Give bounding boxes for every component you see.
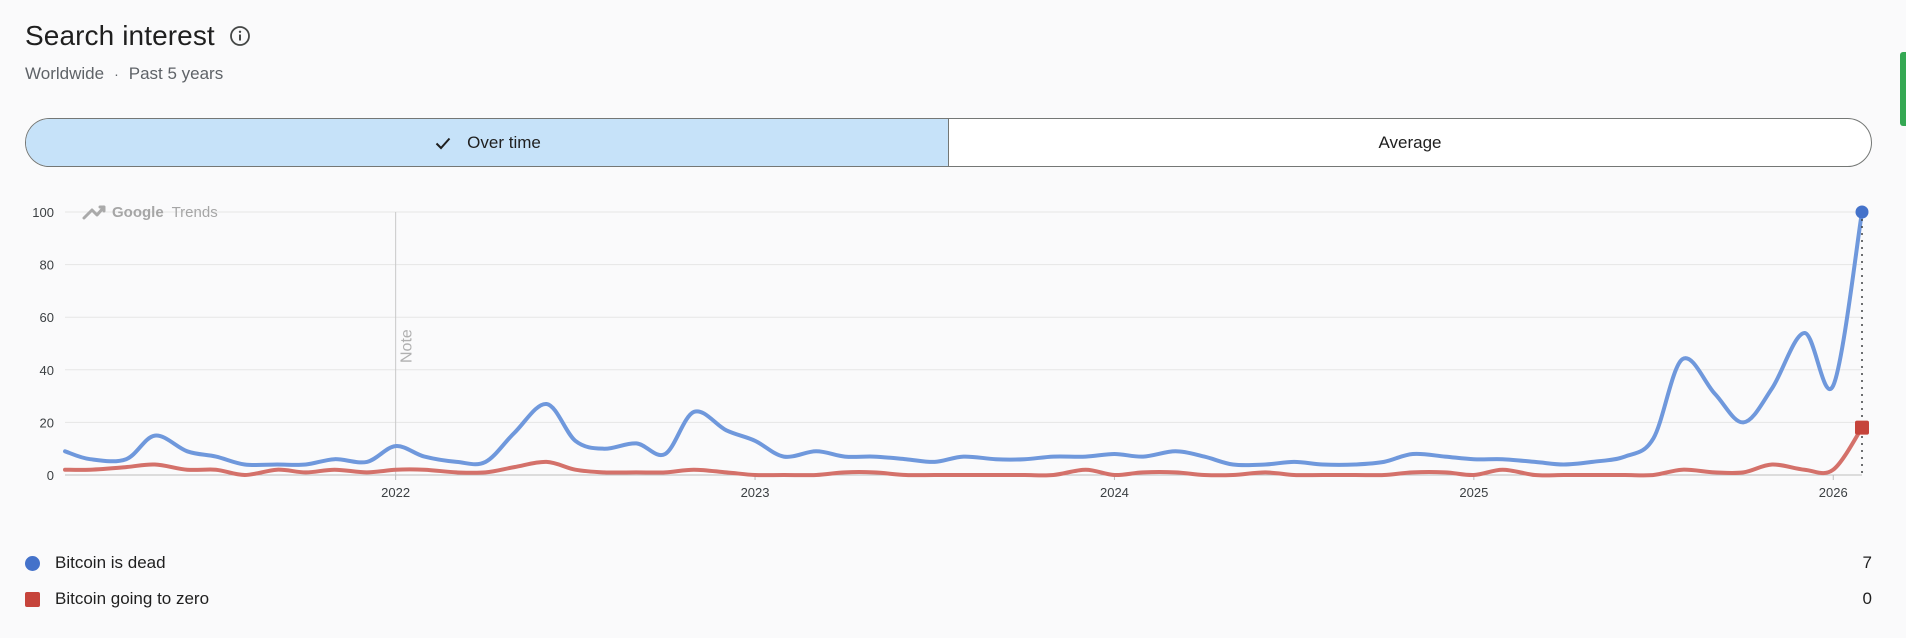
x-tick-label: 2023 [741, 485, 770, 500]
line-chart: Note Google Trends 0 20 40 60 80 100 2022 2023 2… [32, 204, 1869, 500]
legend-value: 7 [1862, 553, 1872, 572]
series-line-1 [63, 210, 1864, 468]
svg-text:Google Trends: Google Trends [112, 204, 218, 221]
view-toggle: Over time Average [25, 118, 1872, 167]
trends-icon [82, 205, 106, 220]
page-title: Search interest [25, 20, 215, 51]
check-icon [435, 137, 451, 149]
series-line-2 [63, 425, 1864, 478]
y-tick-label: 60 [40, 310, 54, 325]
series-1-end-point [1855, 205, 1869, 219]
series-2-end-point [1855, 420, 1869, 435]
average-label: Average [1378, 132, 1442, 152]
legend: Bitcoin is dead 7 Bitcoin going to zero … [25, 545, 1872, 617]
grid [65, 211, 1862, 480]
watermark-brand: Google [112, 204, 164, 221]
legend-label: Bitcoin is dead [55, 553, 166, 572]
x-tick-label: 2026 [1819, 485, 1848, 500]
scrollbar-thumb[interactable] [1900, 52, 1906, 126]
legend-label: Bitcoin going to zero [55, 589, 210, 608]
x-tick-label: 2024 [1100, 485, 1129, 500]
legend-item-bitcoin-going-to-zero[interactable]: Bitcoin going to zero 0 [25, 581, 1872, 617]
y-tick-label: 100 [32, 205, 54, 220]
region-label: Worldwide [25, 64, 105, 83]
x-tick-label: 2022 [381, 485, 410, 500]
end-markers [1855, 205, 1869, 475]
separator-dot: · [114, 66, 119, 82]
series-marker-circle-icon [25, 555, 40, 571]
series [63, 210, 1864, 478]
chart-subtitle: Worldwide · Past 5 years [25, 64, 251, 84]
chart-header: Search interest Worldwide · Past 5 years [25, 20, 251, 84]
over-time-button[interactable]: Over time [26, 119, 949, 166]
y-tick-label: 20 [40, 415, 54, 430]
axis-labels: 0 20 40 60 80 100 2022 2023 2024 2025 2026 [32, 205, 1847, 500]
legend-item-bitcoin-is-dead[interactable]: Bitcoin is dead 7 [25, 545, 1872, 581]
watermark-product: Trends [172, 204, 218, 221]
y-tick-label: 0 [47, 468, 54, 483]
google-trends-watermark: Google Trends [82, 204, 218, 221]
legend-value: 0 [1862, 589, 1872, 608]
x-tick-label: 2025 [1459, 485, 1488, 500]
note-label: Note [399, 329, 416, 363]
y-tick-label: 80 [40, 258, 54, 273]
series-marker-square-icon [25, 591, 40, 607]
y-tick-label: 40 [40, 363, 54, 378]
average-button[interactable]: Average [949, 119, 1871, 166]
info-icon[interactable] [229, 25, 251, 47]
note-marker: Note [395, 212, 416, 475]
timeframe-label: Past 5 years [128, 64, 224, 83]
over-time-label: Over time [467, 132, 541, 152]
